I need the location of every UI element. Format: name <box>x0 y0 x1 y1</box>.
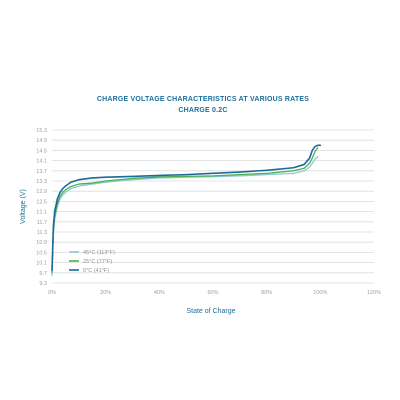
y-tick-label: 14.5 <box>36 148 47 154</box>
x-axis-label: State of Charge <box>186 308 235 315</box>
y-tick-label: 10.1 <box>36 261 47 267</box>
y-tick-label: 14.9 <box>36 138 47 144</box>
y-tick-label: 12.1 <box>36 210 47 216</box>
y-tick-label: 13.7 <box>36 169 47 175</box>
y-tick-label: 11.3 <box>37 230 47 236</box>
legend: 45°C (113°F) 25°C (77°F) 5°C (41°F) <box>69 250 115 274</box>
chart-title: CHARGE VOLTAGE CHARACTERISTICS AT VARIOU… <box>97 96 309 103</box>
x-tick-label: 20% <box>100 290 111 296</box>
y-tick-label: 9.3 <box>39 281 47 287</box>
x-axis-ticks: 0% 20% 40% 60% 80% 100% 120% <box>48 290 381 296</box>
y-axis-label: Voltage (V) <box>20 189 27 224</box>
y-tick-label: 13.3 <box>36 179 47 185</box>
x-tick-label: 120% <box>367 290 381 296</box>
series-line-2 <box>51 147 319 274</box>
legend-label: 25°C (77°F) <box>83 259 112 265</box>
x-tick-label: 40% <box>154 290 165 296</box>
series-lines <box>51 144 322 277</box>
y-tick-label: 10.5 <box>36 250 47 256</box>
x-tick-label: 80% <box>261 290 272 296</box>
series-line-3 <box>51 144 322 272</box>
y-tick-label: 14.1 <box>36 159 47 165</box>
y-tick-label: 15.3 <box>36 128 47 134</box>
y-tick-label: 11.7 <box>37 220 47 226</box>
series-line-1 <box>51 156 319 277</box>
x-tick-label: 100% <box>313 290 327 296</box>
legend-label: 5°C (41°F) <box>83 268 109 274</box>
x-tick-label: 0% <box>48 290 56 296</box>
y-tick-label: 10.9 <box>36 240 47 246</box>
y-tick-label: 12.9 <box>36 189 47 195</box>
y-tick-label: 12.5 <box>36 199 47 205</box>
legend-label: 45°C (113°F) <box>83 250 115 256</box>
chart-subtitle: CHARGE 0.2C <box>178 107 227 114</box>
y-tick-label: 9.7 <box>39 271 47 277</box>
x-tick-label: 60% <box>207 290 218 296</box>
y-axis-ticks: 15.3 14.9 14.5 14.1 13.7 13.3 12.9 12.5 12.1 11.7… <box>36 128 47 287</box>
